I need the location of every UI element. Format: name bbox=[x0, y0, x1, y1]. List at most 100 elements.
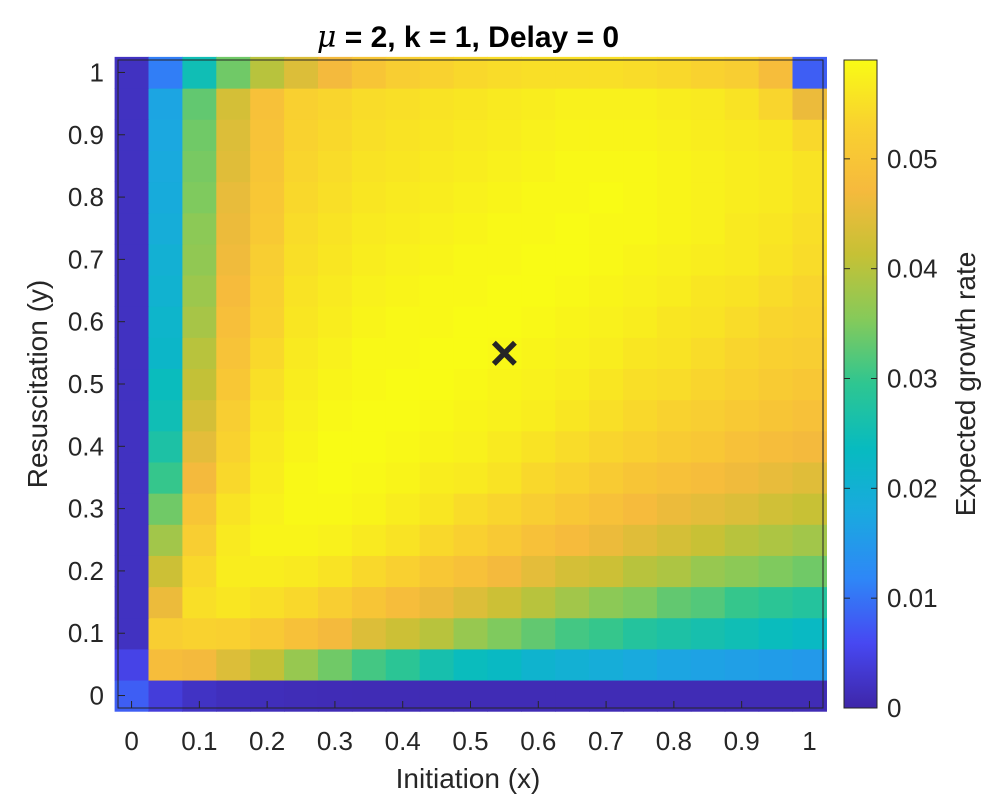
heatmap-cell bbox=[385, 586, 421, 619]
heatmap-cell bbox=[250, 648, 285, 681]
heatmap-cell bbox=[521, 493, 556, 525]
heatmap-cell bbox=[487, 524, 522, 556]
heatmap-cell bbox=[724, 524, 760, 556]
colorbar bbox=[844, 60, 877, 708]
heatmap-cell bbox=[792, 274, 827, 307]
heatmap-cell bbox=[521, 586, 556, 619]
heatmap-cell bbox=[724, 461, 760, 494]
heatmap-cell bbox=[690, 493, 726, 525]
heatmap-cell bbox=[758, 555, 794, 588]
y-tick-label: 0.4 bbox=[68, 431, 104, 461]
heatmap-cell bbox=[724, 586, 760, 619]
heatmap-cell bbox=[589, 56, 624, 89]
heatmap-cell bbox=[284, 493, 319, 525]
heatmap-cell bbox=[216, 212, 251, 245]
heatmap-cell bbox=[284, 586, 319, 619]
heatmap-cell bbox=[623, 243, 658, 276]
heatmap-cell bbox=[623, 368, 658, 401]
heatmap-cell bbox=[351, 337, 387, 370]
heatmap-cell bbox=[690, 399, 726, 432]
heatmap-cell bbox=[758, 212, 794, 245]
heatmap-cell bbox=[724, 617, 760, 650]
heatmap-cell bbox=[216, 150, 251, 183]
heatmap-cell bbox=[351, 368, 387, 401]
y-tick-label: 0.3 bbox=[68, 494, 104, 524]
heatmap-cell bbox=[724, 88, 760, 120]
heatmap-cell bbox=[419, 150, 455, 183]
heatmap-cell bbox=[589, 461, 624, 494]
y-tick-label: 0.5 bbox=[68, 369, 104, 399]
heatmap-cell bbox=[487, 212, 522, 245]
heatmap-cell bbox=[656, 399, 692, 432]
heatmap-cell bbox=[555, 337, 590, 370]
heatmap-cell bbox=[453, 243, 489, 276]
heatmap-cell bbox=[385, 212, 421, 245]
heatmap-cell bbox=[521, 648, 556, 681]
heatmap-cell bbox=[148, 337, 183, 370]
heatmap-cell bbox=[555, 399, 590, 432]
heatmap-cell bbox=[182, 461, 217, 494]
heatmap-cell bbox=[419, 212, 455, 245]
heatmap-cell bbox=[521, 337, 556, 370]
heatmap-cell bbox=[284, 243, 319, 276]
heatmap-cell bbox=[419, 243, 455, 276]
heatmap-cell bbox=[521, 181, 556, 214]
heatmap-cell bbox=[521, 88, 556, 120]
heatmap-cell bbox=[250, 430, 285, 463]
heatmap-cell bbox=[182, 648, 217, 681]
x-tick-label: 0.7 bbox=[588, 726, 624, 756]
heatmap-cell bbox=[589, 306, 624, 338]
heatmap-cell bbox=[656, 274, 692, 307]
heatmap-cell bbox=[792, 617, 827, 650]
heatmap-cell bbox=[148, 524, 183, 556]
x-tick-label: 0.6 bbox=[520, 726, 556, 756]
heatmap-cell bbox=[182, 119, 217, 151]
heatmap-cell bbox=[758, 306, 794, 338]
heatmap-cell bbox=[555, 524, 590, 556]
heatmap-cell bbox=[284, 212, 319, 245]
heatmap-cell bbox=[724, 430, 760, 463]
heatmap-cell bbox=[216, 181, 251, 214]
heatmap-cell bbox=[521, 119, 556, 151]
heatmap-cell bbox=[487, 461, 522, 494]
heatmap-cell bbox=[317, 119, 353, 151]
heatmap-cell bbox=[216, 243, 251, 276]
heatmap-cell bbox=[148, 586, 183, 619]
heatmap-cell bbox=[792, 181, 827, 214]
heatmap-cell bbox=[487, 243, 522, 276]
x-tick-label: 0.3 bbox=[317, 726, 353, 756]
heatmap-cell bbox=[385, 461, 421, 494]
heatmap-cell bbox=[351, 555, 387, 588]
heatmap-cell bbox=[284, 399, 319, 432]
title-text: = 2, k = 1, Delay = 0 bbox=[336, 21, 619, 54]
heatmap-cell bbox=[656, 88, 692, 120]
heatmap-cell bbox=[555, 181, 590, 214]
colorbar-tick-label: 0 bbox=[887, 693, 901, 723]
heatmap-cell bbox=[792, 555, 827, 588]
heatmap-cell bbox=[250, 524, 285, 556]
heatmap-cell bbox=[758, 337, 794, 370]
heatmap-cell bbox=[284, 274, 319, 307]
heatmap-cell bbox=[724, 243, 760, 276]
heatmap-cell bbox=[182, 586, 217, 619]
heatmap-cell bbox=[182, 243, 217, 276]
heatmap-cell bbox=[555, 648, 590, 681]
heatmap-cell bbox=[487, 306, 522, 338]
heatmap-cell bbox=[182, 555, 217, 588]
heatmap-cell bbox=[317, 150, 353, 183]
heatmap-cell bbox=[114, 586, 150, 619]
heatmap-cell bbox=[758, 181, 794, 214]
heatmap-cell bbox=[351, 617, 387, 650]
y-tick-label: 0.2 bbox=[68, 556, 104, 586]
heatmap-cell bbox=[284, 150, 319, 183]
heatmap-cell bbox=[555, 461, 590, 494]
heatmap-cell bbox=[589, 212, 624, 245]
heatmap-cell bbox=[792, 461, 827, 494]
heatmap-cell bbox=[419, 493, 455, 525]
heatmap-cell bbox=[690, 430, 726, 463]
heatmap-cell bbox=[792, 648, 827, 681]
heatmap-cell bbox=[385, 617, 421, 650]
heatmap-cell bbox=[758, 524, 794, 556]
heatmap-cell bbox=[656, 150, 692, 183]
heatmap-cell bbox=[284, 181, 319, 214]
